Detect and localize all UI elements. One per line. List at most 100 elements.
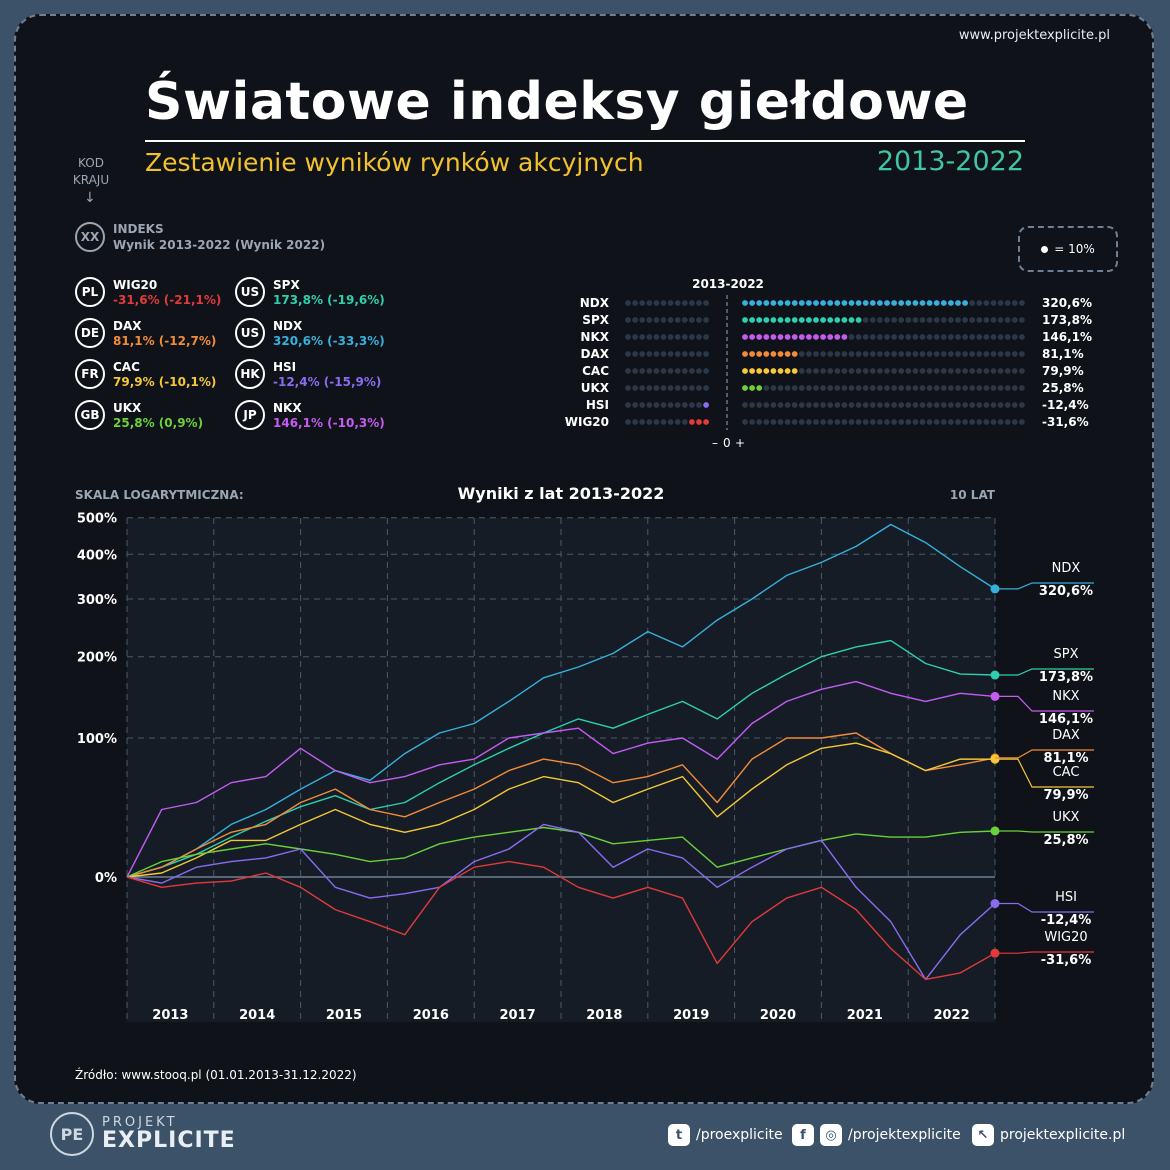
dot-mark	[1011, 317, 1018, 323]
dot-mark	[997, 368, 1004, 374]
dot-mark	[933, 317, 940, 323]
dot-mark	[919, 334, 926, 340]
dot-mark	[791, 385, 798, 391]
dot-mark	[841, 385, 848, 391]
dot-mark	[820, 419, 826, 425]
dot-scale-key: = 10%	[1018, 226, 1118, 272]
dot-mark	[667, 385, 674, 391]
dot-mark	[1019, 300, 1025, 306]
dot-mark	[674, 368, 681, 374]
dot-mark	[848, 385, 855, 391]
dot-mark	[962, 317, 968, 323]
dot-mark	[827, 351, 834, 357]
dot-mark	[969, 317, 976, 323]
dot-mark	[948, 300, 954, 306]
dot-mark	[756, 402, 763, 408]
dot-mark	[884, 351, 890, 357]
dot-mark	[919, 419, 926, 425]
country-code-badge: DE	[75, 318, 105, 348]
twitter-icon: t	[668, 1124, 690, 1146]
dot-mark	[948, 419, 954, 425]
dot-mark	[763, 317, 770, 323]
dot-mark	[926, 368, 933, 374]
legend-index-name: CAC	[113, 360, 140, 374]
dot-mark	[653, 368, 660, 374]
dot-mark	[855, 334, 862, 340]
dot-mark	[919, 300, 926, 306]
dot-mark	[877, 351, 883, 357]
dot-mark	[962, 402, 968, 408]
dot-mark	[667, 300, 674, 306]
dot-row-value: 79,9%	[1042, 364, 1084, 378]
dot-mark	[625, 368, 631, 374]
dot-mark	[777, 385, 784, 391]
dot-mark	[912, 368, 919, 374]
dot-key-icon	[1041, 245, 1049, 253]
dot-mark	[884, 317, 890, 323]
example-index-name: INDEKS	[113, 222, 164, 236]
dot-mark	[791, 317, 798, 323]
y-tick-label: 200%	[77, 651, 117, 666]
dot-mark	[660, 300, 667, 306]
dot-mark	[798, 351, 805, 357]
dot-mark	[877, 402, 883, 408]
y-tick-label: 300%	[77, 593, 117, 608]
dot-mark	[962, 351, 968, 357]
brand-logo[interactable]: PE PROJEKT EXPLICITE	[50, 1112, 236, 1156]
series-leader-line	[995, 582, 1094, 590]
social-facebook-instagram[interactable]: f ◎ /projektexplicite	[792, 1124, 961, 1146]
dot-mark	[969, 402, 976, 408]
legend-index-name: DAX	[113, 319, 142, 333]
dot-mark	[855, 300, 862, 306]
dot-row-value: 320,6%	[1042, 296, 1092, 310]
dot-row-value: -31,6%	[1042, 415, 1089, 429]
dot-mark	[962, 300, 968, 306]
dot-mark	[976, 334, 983, 340]
dot-mark	[696, 300, 702, 306]
dot-mark	[933, 300, 940, 306]
site-url[interactable]: www.projektexplicite.pl	[958, 28, 1110, 43]
x-tick-label: 2014	[239, 1008, 275, 1023]
dot-mark	[639, 317, 646, 323]
legend-index-name: HSI	[273, 360, 297, 374]
dot-mark	[749, 402, 755, 408]
dot-mark	[948, 402, 954, 408]
dot-mark	[749, 419, 755, 425]
code-key-line-2: KRAJU	[72, 173, 110, 187]
dot-mark	[869, 402, 876, 408]
dot-mark	[948, 385, 954, 391]
series-line	[126, 742, 996, 878]
social-twitter[interactable]: t /proexplicite	[668, 1124, 783, 1146]
dot-mark	[848, 351, 855, 357]
code-key-label: KOD	[76, 156, 106, 170]
dot-row-name: HSI	[586, 398, 609, 412]
dot-mark	[969, 300, 976, 306]
dot-mark	[948, 334, 954, 340]
dot-mark	[763, 334, 770, 340]
dot-mark	[997, 385, 1004, 391]
dot-mark	[855, 351, 862, 357]
dot-mark	[784, 368, 791, 374]
dot-row-name: WIG20	[565, 415, 609, 429]
dot-mark	[784, 419, 791, 425]
dot-mark	[990, 385, 997, 391]
chart-scale-label: SKALA LOGARYTMICZNA:	[75, 488, 244, 502]
social-website[interactable]: ↖ projektexplicite.pl	[972, 1124, 1125, 1146]
dot-mark	[834, 334, 841, 340]
dot-mark	[827, 368, 834, 374]
dot-mark	[660, 402, 667, 408]
dot-mark	[798, 385, 805, 391]
dot-mark	[905, 300, 912, 306]
dot-mark	[877, 385, 883, 391]
dot-mark	[919, 351, 926, 357]
dot-mark	[674, 419, 681, 425]
dot-mark	[646, 300, 653, 306]
dot-mark	[962, 334, 968, 340]
dot-mark	[681, 419, 688, 425]
dot-mark	[869, 419, 876, 425]
series-leader-line	[995, 830, 1094, 833]
chart-title: Wyniki z lat 2013-2022	[458, 484, 665, 503]
dot-mark	[756, 385, 763, 391]
dot-mark	[813, 317, 819, 323]
